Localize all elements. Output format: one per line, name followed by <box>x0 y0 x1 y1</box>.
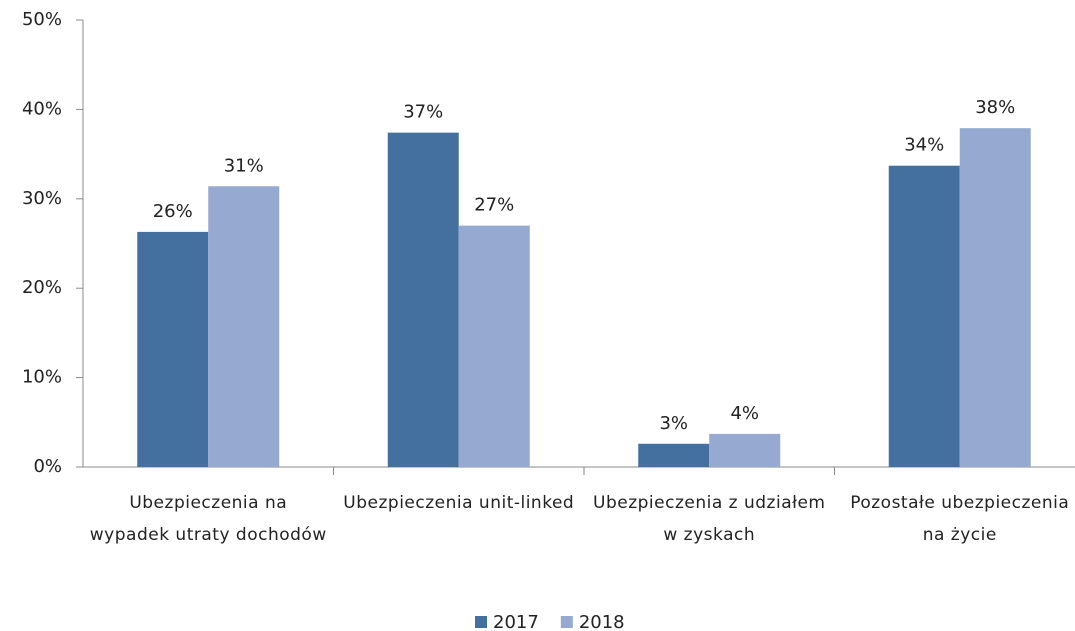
bar <box>387 132 459 468</box>
bar <box>137 231 209 467</box>
y-tick-label: 40% <box>22 98 62 119</box>
value-label: 37% <box>403 102 443 123</box>
x-tick-label: Ubezpieczenia unit-linked <box>343 493 575 513</box>
y-tick-label: 10% <box>22 367 62 388</box>
x-tick-label: Ubezpieczenia z udziałem w zyskach <box>593 493 826 545</box>
legend-label: 2017 <box>493 612 539 631</box>
legend-label: 2018 <box>579 612 625 631</box>
legend-swatch <box>560 616 573 628</box>
value-label: 34% <box>904 135 944 156</box>
value-label: 27% <box>474 195 514 216</box>
x-tick-label: Ubezpieczenia na wypadek utraty dochodów <box>89 493 327 545</box>
x-tick-label: Pozostałe ubezpieczenia na życie <box>850 493 1070 545</box>
value-label: 31% <box>224 155 264 176</box>
value-label: 26% <box>153 201 193 222</box>
value-label: 4% <box>730 403 759 424</box>
bar <box>888 165 960 468</box>
bar <box>709 433 781 467</box>
value-label: 38% <box>975 97 1015 118</box>
y-tick-label: 50% <box>22 9 62 30</box>
y-tick-label: 0% <box>33 456 62 477</box>
value-label: 3% <box>659 413 688 434</box>
bar <box>458 225 530 467</box>
legend-swatch <box>475 616 487 628</box>
y-tick-label: 30% <box>22 188 62 209</box>
bar <box>208 186 280 467</box>
y-tick-label: 20% <box>22 277 62 298</box>
bar <box>959 128 1031 467</box>
bar <box>638 443 710 467</box>
